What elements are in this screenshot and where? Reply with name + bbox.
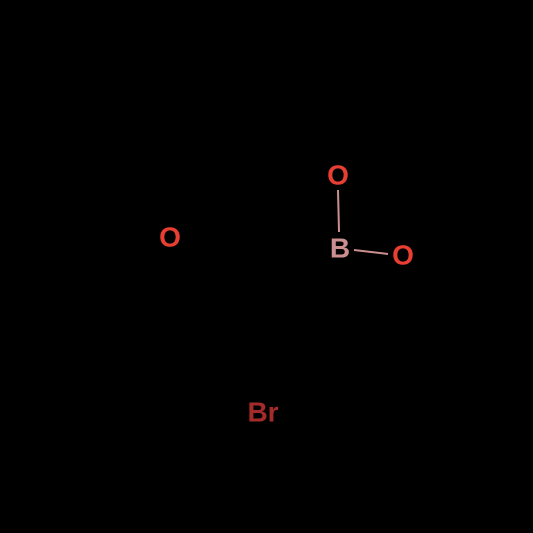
- molecule-diagram: O B O O Br: [0, 0, 533, 533]
- boron-atom: B: [330, 233, 350, 264]
- background: [0, 0, 533, 533]
- oxygen-atom-3: O: [159, 222, 181, 253]
- oxygen-atom-2: O: [392, 240, 414, 271]
- oxygen-atom-1: O: [327, 160, 349, 191]
- bromine-atom: Br: [247, 397, 278, 428]
- bond-b-o1: [338, 190, 339, 232]
